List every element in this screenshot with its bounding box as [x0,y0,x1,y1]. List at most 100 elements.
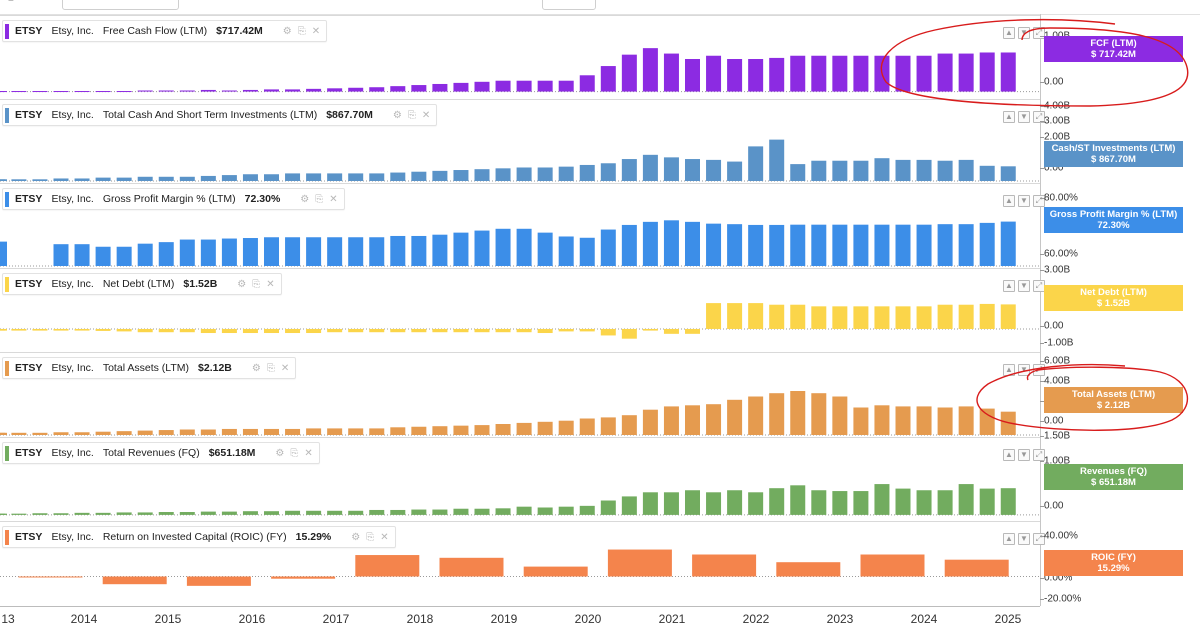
bar[interactable] [137,176,153,181]
bar[interactable] [495,328,511,333]
bar[interactable] [432,426,448,435]
bar[interactable] [558,506,574,515]
bar[interactable] [186,576,251,586]
bar[interactable] [1000,221,1016,266]
bar[interactable] [369,87,385,92]
bar[interactable] [102,576,167,585]
bar[interactable] [642,328,658,331]
bar[interactable] [242,511,258,515]
bar[interactable] [895,406,911,435]
bar[interactable] [685,221,700,266]
bar[interactable] [916,306,932,329]
copy-icon[interactable]: ⎘ [290,447,299,459]
bar[interactable] [853,160,869,181]
bar[interactable] [137,512,153,515]
bar[interactable] [895,488,911,515]
bar[interactable] [264,511,279,515]
bar[interactable] [895,306,911,329]
bar[interactable] [685,490,700,515]
bar[interactable] [642,409,658,435]
bar[interactable] [453,82,469,92]
bar[interactable] [221,175,237,181]
bar[interactable] [74,91,90,93]
bar[interactable] [811,490,827,515]
bar[interactable] [271,576,336,579]
bar[interactable] [32,432,48,435]
bar[interactable] [537,328,553,334]
bar[interactable] [895,159,911,181]
bar[interactable] [958,406,974,435]
bar[interactable] [32,91,48,93]
bar[interactable] [327,510,343,515]
bar[interactable] [306,428,322,435]
bar[interactable] [432,328,448,333]
bar[interactable] [74,178,90,181]
bar[interactable] [811,306,827,329]
bar[interactable] [390,172,406,181]
bar[interactable] [685,328,700,334]
bar[interactable] [390,509,406,515]
close-icon[interactable]: ✕ [329,193,338,205]
bar[interactable] [200,328,216,334]
bar[interactable] [621,54,637,92]
bar[interactable] [621,159,637,181]
bar[interactable] [0,328,6,331]
bar[interactable] [600,163,616,181]
bar[interactable] [663,220,679,266]
bar[interactable] [579,75,595,92]
bar[interactable] [769,57,785,92]
bar[interactable] [200,511,216,515]
bar[interactable] [663,492,679,515]
bar[interactable] [158,90,174,92]
bar[interactable] [474,328,490,333]
copy-icon[interactable]: ⎘ [366,531,375,543]
bar[interactable] [579,328,595,332]
bar[interactable] [327,173,343,181]
bar[interactable] [495,168,511,181]
bar[interactable] [242,238,258,266]
bar[interactable] [663,328,679,334]
bar[interactable] [495,228,511,266]
bar[interactable] [790,391,806,435]
bar[interactable] [495,424,511,435]
move-up-icon[interactable]: ▲ [1003,280,1015,292]
bar[interactable] [832,224,848,266]
bar[interactable] [727,490,743,515]
bar[interactable] [537,421,553,435]
bar[interactable] [706,223,722,266]
bar[interactable] [348,237,364,266]
bar[interactable] [264,237,279,266]
bar[interactable] [0,432,6,435]
bar[interactable] [179,239,195,266]
bar[interactable] [116,246,132,266]
bar[interactable] [811,224,827,266]
bar[interactable] [411,85,427,92]
bar[interactable] [495,80,511,92]
bar[interactable] [390,427,406,435]
bar[interactable] [832,491,848,515]
bar[interactable] [727,303,743,329]
bar[interactable] [285,237,301,266]
hamburger-icon[interactable]: ≡ [8,0,22,10]
bar[interactable] [242,428,258,435]
bar[interactable] [769,488,785,515]
bar[interactable] [158,430,174,435]
bar[interactable] [53,91,69,93]
bar[interactable] [453,328,469,333]
move-up-icon[interactable]: ▲ [1003,533,1015,545]
close-icon[interactable]: ✕ [280,362,290,374]
bar[interactable] [264,174,279,181]
bar[interactable] [537,80,553,92]
bar[interactable] [642,221,658,266]
bar[interactable] [221,328,237,334]
bar[interactable] [776,562,841,577]
settings-icon[interactable]: ⚙ [251,362,261,374]
bar[interactable] [116,512,132,515]
bar[interactable] [411,328,427,333]
bar[interactable] [727,399,743,435]
settings-icon[interactable]: ⚙ [300,193,310,205]
bar[interactable] [474,230,490,266]
bar[interactable] [937,407,953,436]
bar[interactable] [537,167,553,181]
tool-icon[interactable] [975,0,985,8]
